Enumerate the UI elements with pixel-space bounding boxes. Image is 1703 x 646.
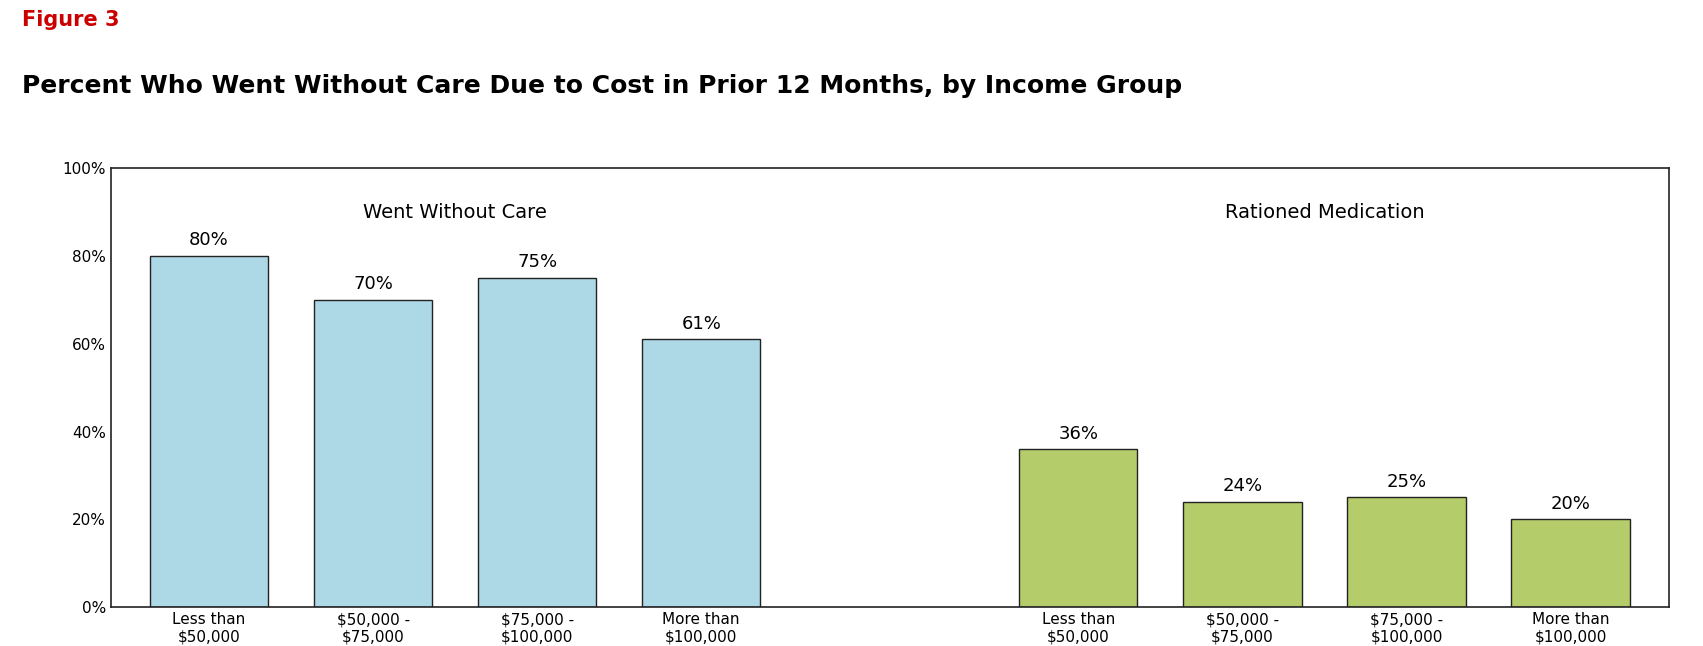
Text: 25%: 25%	[1386, 473, 1427, 491]
Bar	[1020, 449, 1138, 607]
Bar	[479, 278, 596, 607]
Text: 36%: 36%	[1059, 424, 1098, 443]
Text: 70%: 70%	[353, 275, 393, 293]
Text: 20%: 20%	[1551, 495, 1591, 513]
Text: 75%: 75%	[518, 253, 557, 271]
Bar	[1512, 519, 1630, 607]
Text: 24%: 24%	[1223, 477, 1262, 495]
Text: 61%: 61%	[681, 315, 720, 333]
Text: Figure 3: Figure 3	[22, 10, 119, 30]
Bar	[150, 256, 267, 607]
Text: Percent Who Went Without Care Due to Cost in Prior 12 Months, by Income Group: Percent Who Went Without Care Due to Cos…	[22, 74, 1182, 98]
Bar	[313, 300, 433, 607]
Bar	[642, 339, 760, 607]
Text: Rationed Medication: Rationed Medication	[1224, 203, 1424, 222]
Bar	[1184, 502, 1301, 607]
Text: Went Without Care: Went Without Care	[363, 203, 547, 222]
Bar	[1347, 497, 1466, 607]
Text: 80%: 80%	[189, 231, 228, 249]
